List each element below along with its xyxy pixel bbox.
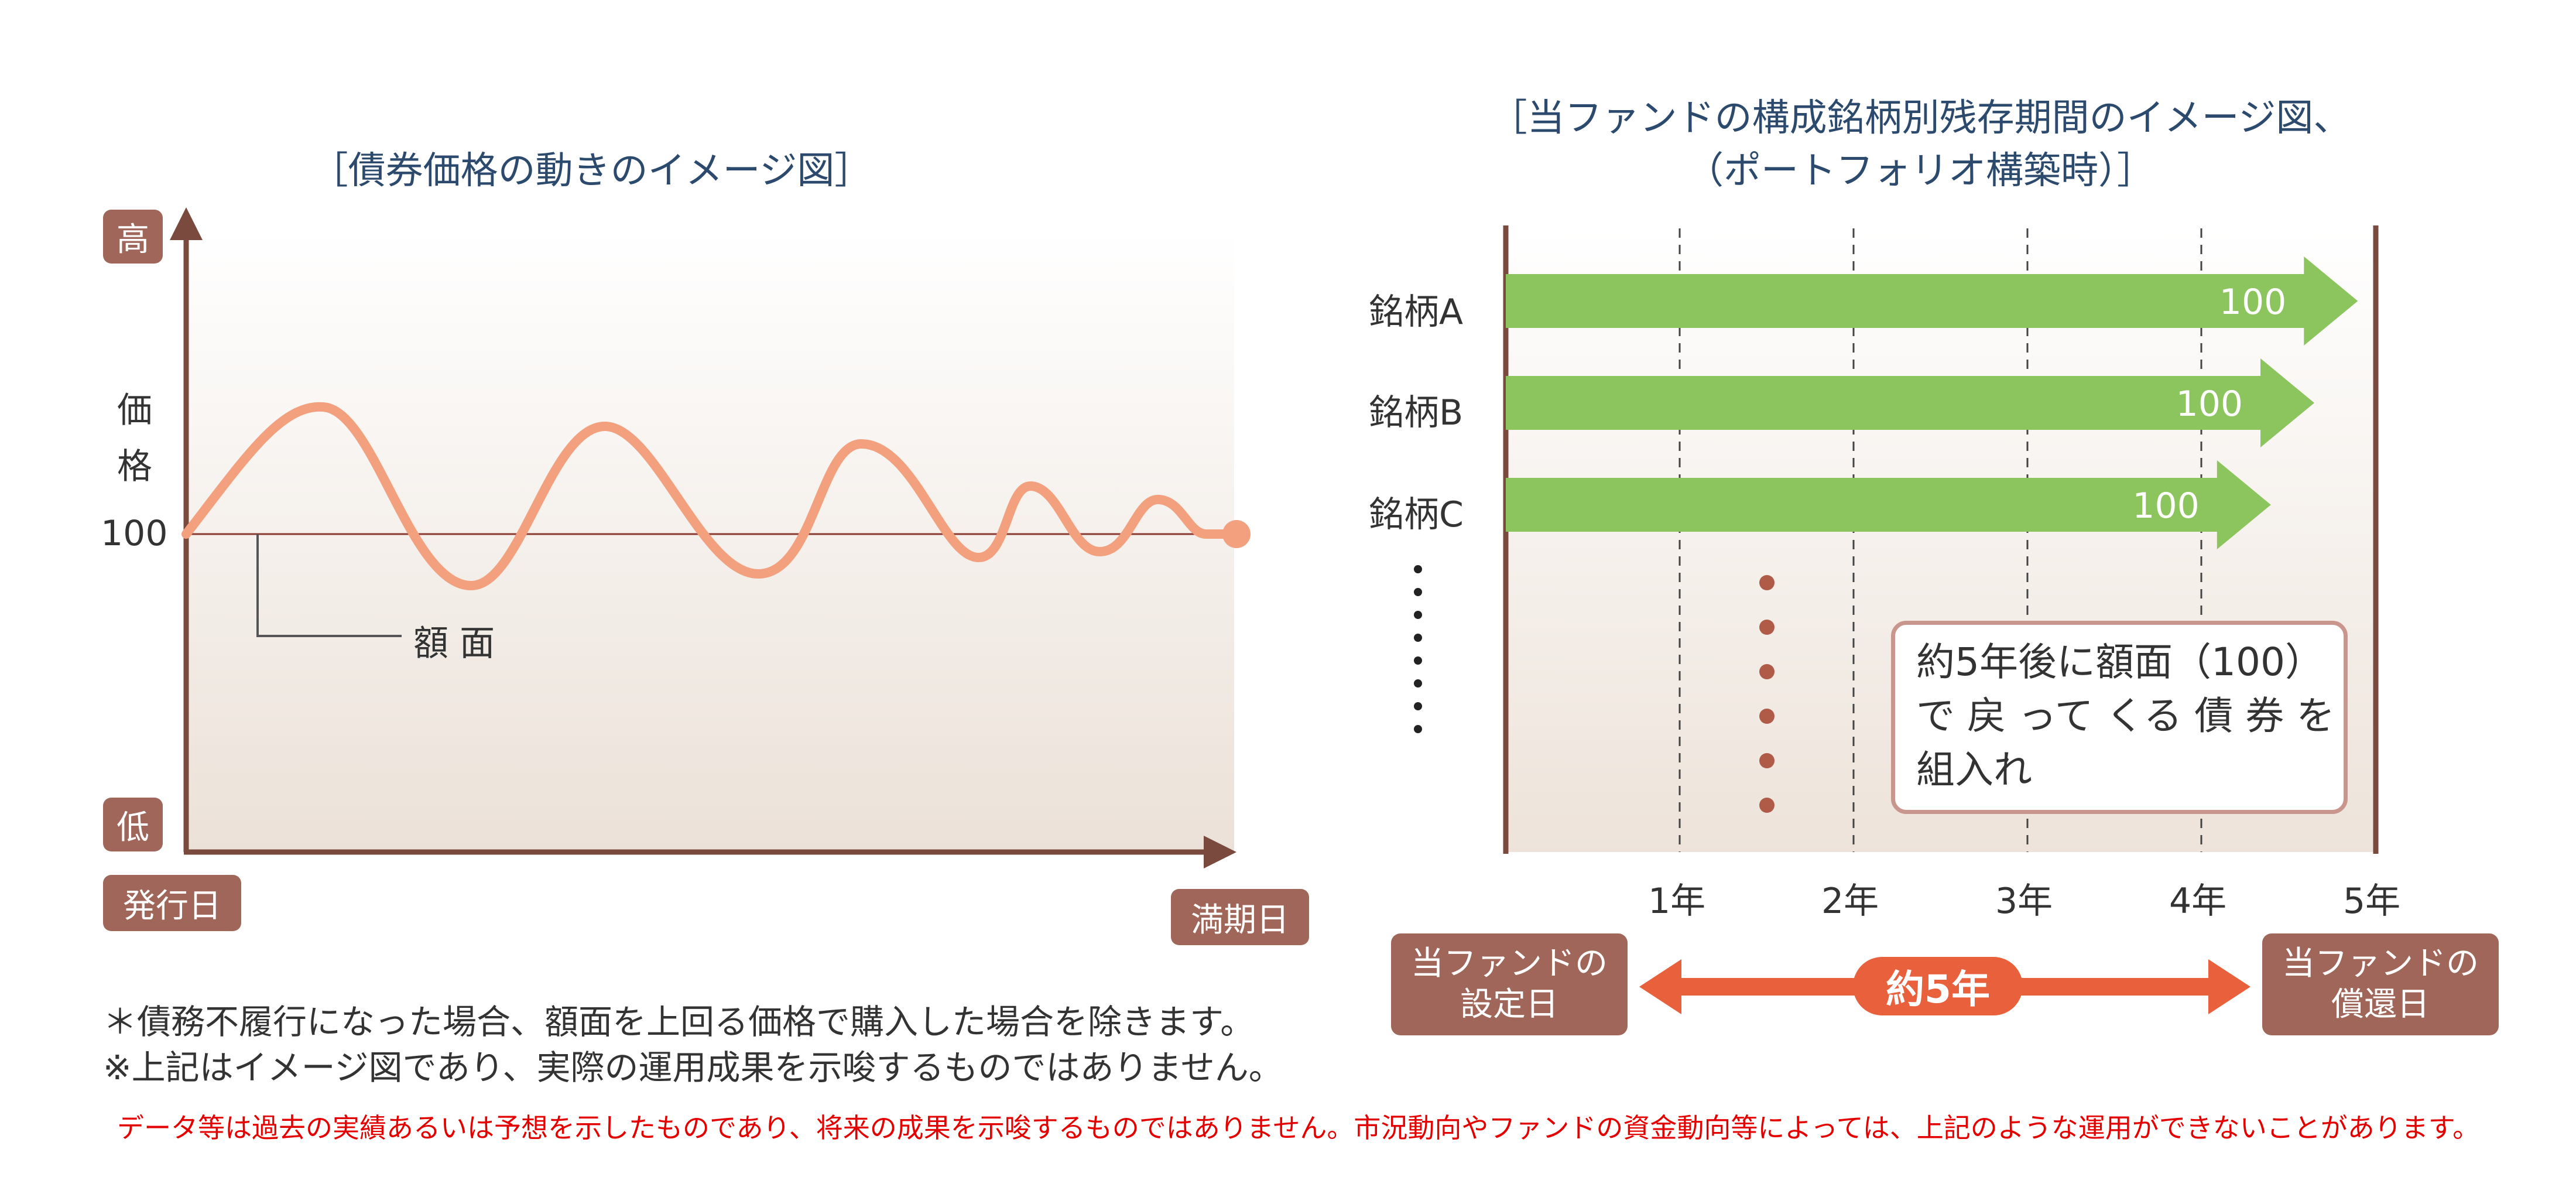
- ellipsis-dot: [1414, 565, 1422, 573]
- bar-label-a: 銘柄A: [1369, 292, 1464, 333]
- year-label-1: 1年: [1648, 881, 1706, 922]
- maturity-chart: 100 100 100: [1414, 225, 2379, 854]
- bar-value-b: 100: [2176, 384, 2243, 425]
- price-chart: [170, 207, 1251, 868]
- year-label-2: 2年: [1821, 881, 1879, 922]
- bar-value-c: 100: [2132, 485, 2200, 526]
- y-axis-label-1: 価: [117, 390, 152, 431]
- ellipsis-dot: [1414, 634, 1422, 642]
- par-leader-line: [256, 534, 402, 637]
- ellipsis-dot: [1414, 588, 1422, 596]
- bar-c: [1506, 460, 2271, 549]
- y-axis-label-2: 格: [117, 446, 152, 487]
- bar-label-b: 銘柄B: [1369, 392, 1464, 433]
- price-curve: [181, 402, 1241, 591]
- fund-end-line-1: 当ファンドの: [2282, 945, 2479, 983]
- left-title: ［債券価格の動きのイメージ図］: [310, 149, 872, 193]
- y-axis-arrow: [170, 207, 203, 240]
- y-low-badge: 低: [103, 798, 163, 851]
- ellipsis-dot: [1414, 679, 1422, 688]
- year-label-4: 4年: [2169, 881, 2227, 922]
- y-high-badge: 高: [103, 210, 163, 264]
- fund-end-box: 当ファンドの 償還日: [2262, 933, 2499, 1035]
- x-axis-arrow: [1204, 836, 1236, 868]
- bar-value-a: 100: [2219, 282, 2287, 323]
- continuation-dot: [1759, 709, 1775, 724]
- callout-box: 約5年後に額面（100） で 戻 って くる 債 券 を 組入れ: [1891, 621, 2348, 814]
- ellipsis-dot: [1414, 702, 1422, 710]
- year-label-5: 5年: [2343, 881, 2401, 922]
- disclaimer: データ等は過去の実績あるいは予想を示したものであり、将来の成果を示唆するものでは…: [117, 1112, 2480, 1144]
- note-image: ※上記はイメージ図であり、実際の運用成果を示唆するものではありません。: [103, 1048, 1283, 1087]
- fund-end-line-2: 償還日: [2331, 986, 2430, 1024]
- issue-date-badge: 発行日: [103, 875, 241, 931]
- period-badge: 約5年: [1853, 957, 2023, 1015]
- maturity-dot: [1222, 520, 1251, 548]
- bar-label-c: 銘柄C: [1369, 494, 1464, 535]
- right-title-line2: （ポートフォリオ構築時）］: [1686, 149, 2154, 193]
- par-label: 額 面: [413, 623, 495, 664]
- fund-start-line-1: 当ファンドの: [1411, 945, 1608, 983]
- continuation-dot: [1759, 753, 1775, 768]
- ellipsis-dot: [1414, 656, 1422, 665]
- ellipsis-dot: [1414, 725, 1422, 733]
- ellipsis-dot: [1414, 611, 1422, 619]
- callout-line-3: 組入れ: [1916, 747, 2032, 792]
- bar-a: [1506, 256, 2358, 346]
- right-title-line1: ［当ファンドの構成銘柄別残存期間のイメージ図、: [1489, 97, 2351, 140]
- year-label-3: 3年: [1995, 881, 2053, 922]
- continuation-dot: [1759, 798, 1775, 813]
- par-value-label: 100: [101, 513, 168, 554]
- bar-b: [1506, 358, 2315, 447]
- callout-line-2: で 戻 って くる 債 券 を: [1916, 693, 2335, 738]
- continuation-dot: [1759, 575, 1775, 590]
- fund-start-box: 当ファンドの 設定日: [1391, 933, 1628, 1035]
- note-default: ＊債務不履行になった場合、額面を上回る価格で購入した場合を除きます。: [103, 1002, 1255, 1042]
- continuation-dot: [1759, 664, 1775, 679]
- callout-line-1: 約5年後に額面（100）: [1916, 639, 2324, 685]
- continuation-dot: [1759, 620, 1775, 635]
- maturity-date-badge: 満期日: [1171, 889, 1309, 945]
- fund-start-line-2: 設定日: [1460, 986, 1558, 1024]
